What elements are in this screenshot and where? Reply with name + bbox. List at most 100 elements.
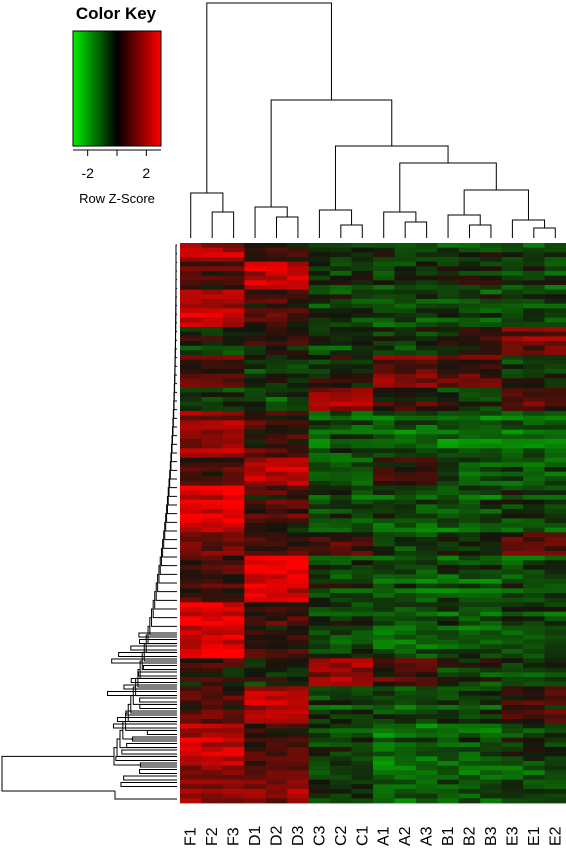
heatmap-cell	[265, 495, 288, 501]
heatmap-cell	[458, 583, 481, 589]
heatmap-cell	[308, 513, 331, 519]
heatmap-cell	[415, 523, 438, 529]
heatmap-cell	[222, 602, 245, 608]
heatmap-cell	[523, 415, 545, 421]
heatmap-cell	[351, 247, 374, 253]
heatmap-cell	[330, 775, 352, 781]
heatmap-cell	[287, 462, 310, 468]
heatmap-cell	[222, 359, 245, 365]
heatmap-cell	[458, 369, 481, 375]
heatmap-cell	[501, 378, 524, 384]
heatmap-cell	[544, 551, 566, 557]
heatmap-cell	[458, 429, 481, 435]
heatmap-cell	[394, 275, 417, 281]
heatmap-cell	[415, 499, 438, 505]
heatmap-cell	[523, 742, 545, 748]
heatmap-cell	[201, 770, 224, 776]
heatmap-cell	[308, 569, 331, 575]
heatmap-cell	[437, 513, 460, 519]
heatmap-cell	[480, 574, 503, 580]
column-label-a1: A1	[376, 826, 393, 846]
heatmap-cell	[351, 784, 374, 790]
heatmap-cell	[201, 793, 224, 799]
color-key-tick-label: 2	[142, 165, 150, 181]
heatmap-cell	[308, 751, 331, 757]
heatmap-cell	[180, 560, 202, 566]
heatmap-cell	[437, 397, 460, 403]
heatmap-cell	[544, 611, 566, 617]
heatmap-cell	[458, 331, 481, 337]
heatmap-cell	[330, 607, 352, 613]
heatmap-cell	[501, 537, 524, 543]
heatmap-cell	[222, 677, 245, 683]
heatmap-cell	[437, 691, 460, 697]
heatmap-cell	[308, 742, 331, 748]
heatmap-cell	[330, 761, 352, 767]
heatmap-cell	[351, 476, 374, 482]
dendrogram-branch	[173, 400, 177, 419]
heatmap-cell	[437, 317, 460, 323]
heatmap-cell	[501, 593, 524, 599]
heatmap-cell	[373, 705, 395, 711]
heatmap-cell	[480, 504, 503, 510]
heatmap-cell	[308, 597, 331, 603]
heatmap-cell	[308, 667, 331, 673]
heatmap-cell	[394, 597, 417, 603]
heatmap-cell	[287, 261, 310, 267]
heatmap-cell	[222, 798, 245, 804]
heatmap-cell	[287, 285, 310, 291]
heatmap-cell	[523, 793, 545, 799]
heatmap-cell	[523, 672, 545, 678]
heatmap-cell	[501, 397, 524, 403]
heatmap-cell	[244, 611, 267, 617]
heatmap-cell	[415, 551, 438, 557]
heatmap-cell	[308, 453, 331, 459]
heatmap-cell	[265, 742, 288, 748]
heatmap-cell	[351, 644, 374, 650]
heatmap-cell	[415, 467, 438, 473]
heatmap-cell	[480, 243, 503, 249]
heatmap-cell	[373, 322, 395, 328]
heatmap-cell	[415, 476, 438, 482]
heatmap-cell	[415, 588, 438, 594]
heatmap-cell	[437, 630, 460, 636]
heatmap-cell	[308, 495, 331, 501]
heatmap-cell	[351, 341, 374, 347]
heatmap-cell	[265, 313, 288, 319]
heatmap-cell	[351, 299, 374, 305]
heatmap-cell	[437, 499, 460, 505]
heatmap-cell	[287, 555, 310, 561]
heatmap-cell	[308, 350, 331, 356]
heatmap-cell	[501, 429, 524, 435]
heatmap-cell	[523, 331, 545, 337]
heatmap-cell	[523, 504, 545, 510]
heatmap-cell	[180, 737, 202, 743]
heatmap-cell	[308, 476, 331, 482]
heatmap-cell	[523, 317, 545, 323]
heatmap-cell	[458, 672, 481, 678]
heatmap-cell	[480, 481, 503, 487]
heatmap-cell	[244, 728, 267, 734]
heatmap-cell	[180, 761, 202, 767]
heatmap-cell	[265, 663, 288, 669]
heatmap-cell	[265, 597, 288, 603]
heatmap-cell	[180, 327, 202, 333]
heatmap-cell	[201, 341, 224, 347]
heatmap-cell	[201, 476, 224, 482]
heatmap-cell	[330, 439, 352, 445]
heatmap-cell	[265, 681, 288, 687]
heatmap-cell	[287, 341, 310, 347]
heatmap-cell	[415, 616, 438, 622]
heatmap-cell	[501, 317, 524, 323]
heatmap-cell	[480, 401, 503, 407]
heatmap-cell	[523, 625, 545, 631]
heatmap-cell	[415, 266, 438, 272]
heatmap-cell	[351, 579, 374, 585]
heatmap-cell	[287, 607, 310, 613]
heatmap-cell	[394, 658, 417, 664]
heatmap-cell	[180, 294, 202, 300]
heatmap-cell	[523, 719, 545, 725]
heatmap-cell	[308, 313, 331, 319]
heatmap-cell	[523, 653, 545, 659]
heatmap-cell	[287, 294, 310, 300]
